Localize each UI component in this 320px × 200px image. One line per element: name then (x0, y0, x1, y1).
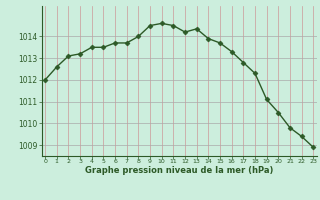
X-axis label: Graphe pression niveau de la mer (hPa): Graphe pression niveau de la mer (hPa) (85, 166, 273, 175)
